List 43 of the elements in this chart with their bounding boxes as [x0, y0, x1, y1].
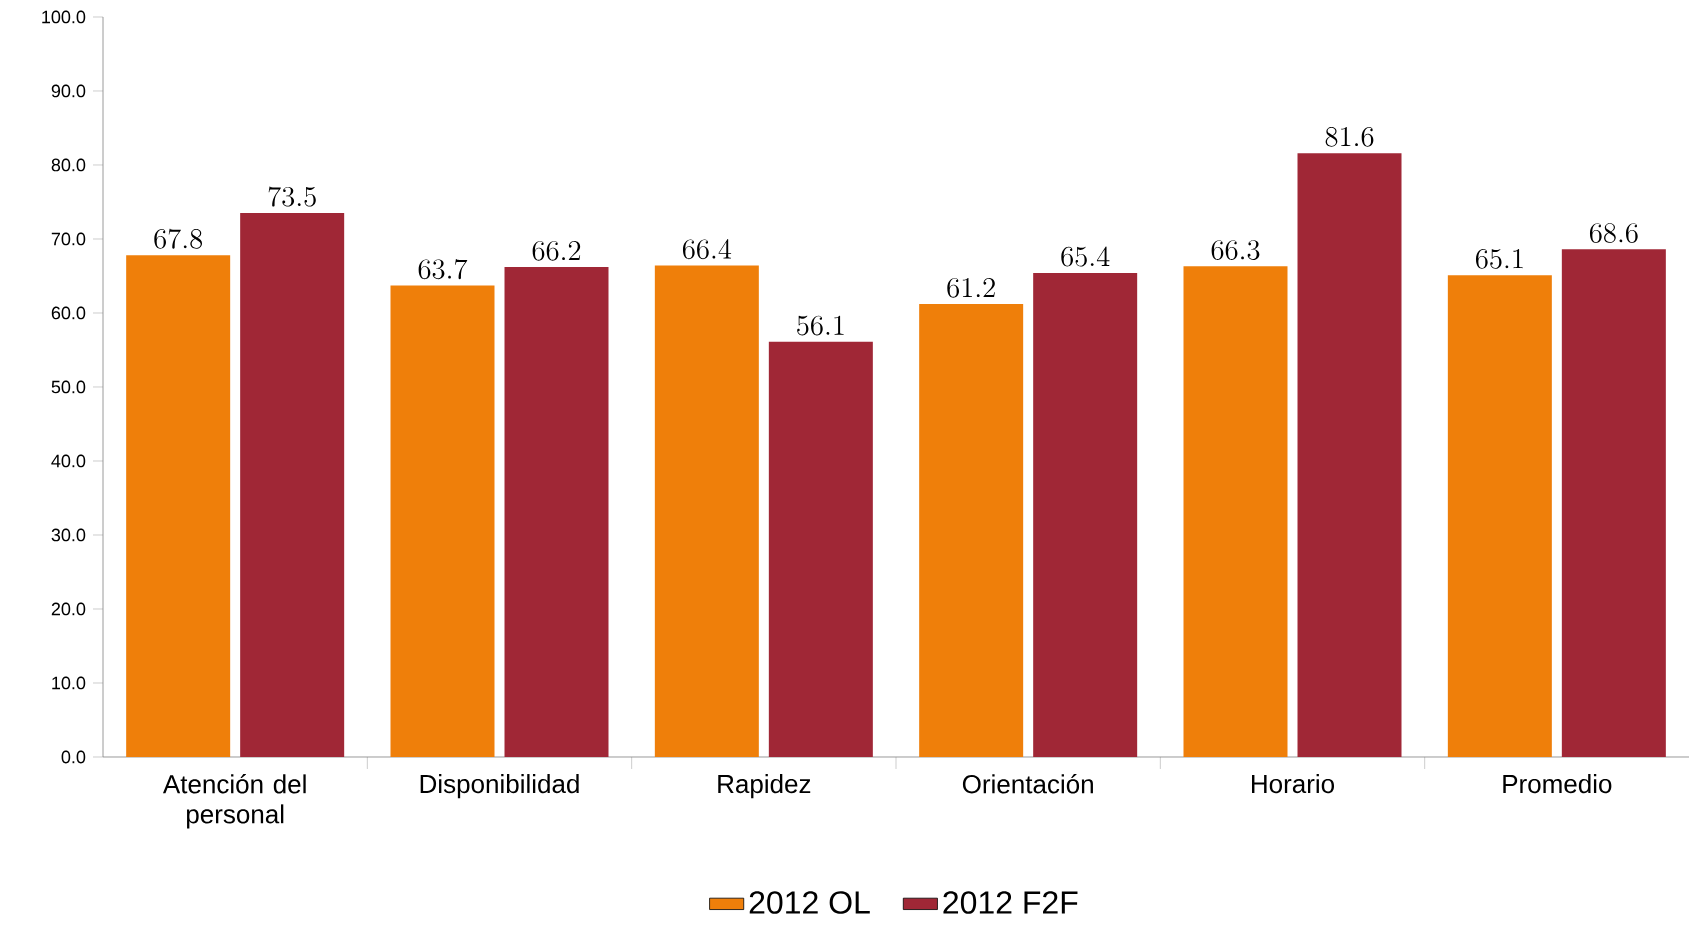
data-label: 66.4: [682, 239, 732, 260]
y-tick-label: 50.0: [51, 380, 86, 394]
y-tick-label: 100.0: [42, 10, 86, 24]
y-tick-label: 60.0: [51, 306, 86, 320]
bar: [654, 265, 759, 758]
y-tick-label: 0.0: [61, 750, 86, 764]
bar: [919, 304, 1024, 758]
data-label: 66.3: [1211, 240, 1260, 261]
bar: [240, 213, 345, 758]
data-label: 65. 1: [1475, 249, 1523, 270]
x-tick-label: Rapidez: [718, 774, 811, 799]
legend-label: 2012 OL: [749, 891, 870, 915]
data-label: 56. 1: [797, 315, 844, 336]
bar: [768, 342, 873, 758]
bar: [1447, 275, 1552, 758]
data-label: 61 .2: [947, 278, 995, 298]
data-label: 65.4: [1061, 246, 1110, 267]
legend-label: 2012 F2F: [943, 891, 1078, 915]
y-tick-label: 80.0: [51, 158, 86, 172]
data-label: 68.6: [1589, 223, 1638, 244]
x-tick-label: Promedio: [1503, 774, 1612, 794]
y-tick-label: 30.0: [51, 528, 86, 542]
bar: [1561, 249, 1666, 758]
bar: [1297, 153, 1402, 758]
x-tick-label: Disponibilidad: [420, 774, 579, 799]
y-tick-label: 40.0: [51, 454, 86, 468]
y-tick-label: 20.0: [51, 602, 86, 616]
y-tick-label: 90.0: [51, 84, 86, 98]
data-label: 67.8: [154, 228, 203, 250]
data-label: 81 .6: [1325, 127, 1374, 147]
x-tick-label: Atención del personal: [162, 774, 306, 829]
bar: [126, 255, 231, 758]
y-tick-label: 10.0: [52, 676, 86, 690]
bar: [390, 285, 495, 758]
x-tick-label: Orientación: [962, 774, 1093, 794]
data-label: 66.2: [532, 241, 581, 261]
y-tick-label: 70.0: [51, 232, 86, 246]
bar: [1183, 266, 1288, 758]
bar: [1033, 273, 1138, 758]
bar: [504, 267, 609, 758]
data-label: 73.5: [268, 186, 316, 207]
x-tick-label: Horario: [1252, 774, 1335, 794]
data-label: 63.7: [418, 259, 468, 280]
